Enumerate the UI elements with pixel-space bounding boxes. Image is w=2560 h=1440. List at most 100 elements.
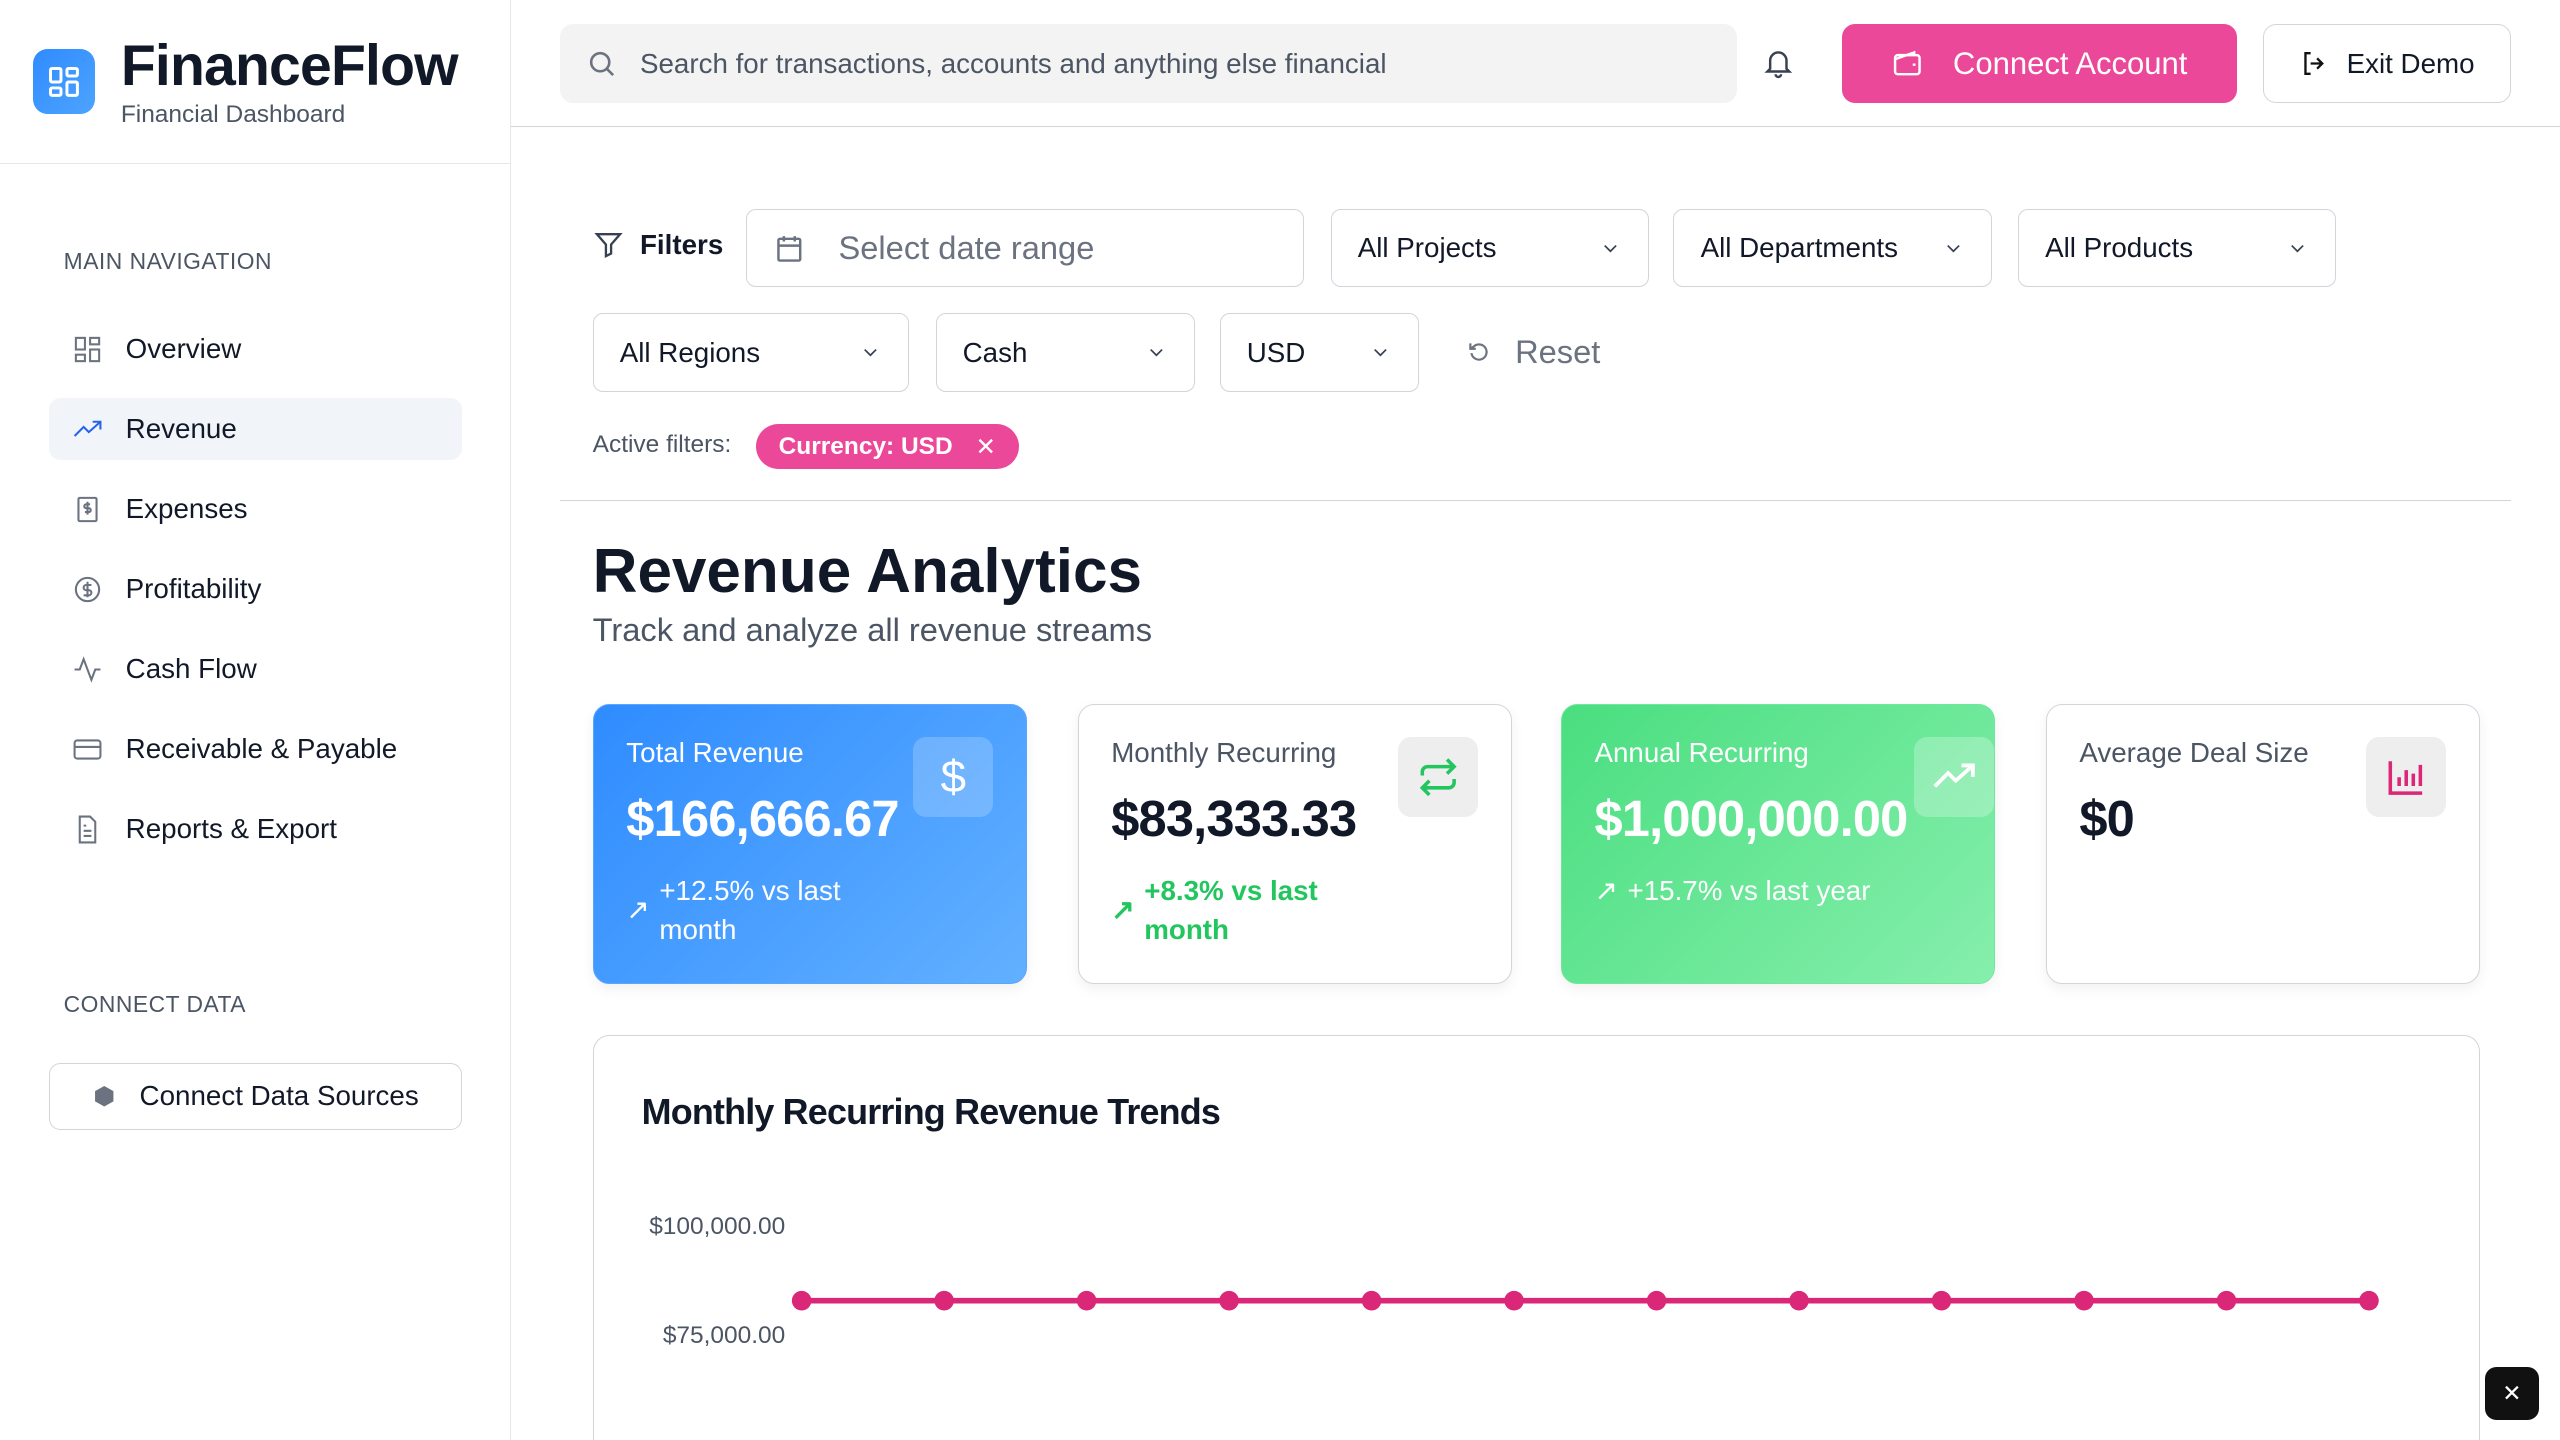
total-revenue-card: Total Revenue $166,666.67 ↗ +12.5% vs las… bbox=[592, 703, 1027, 985]
trending-up-icon bbox=[73, 420, 102, 437]
search-input[interactable]: Search for transactions, accounts and an… bbox=[559, 24, 1738, 103]
data-point[interactable] bbox=[1789, 1290, 1809, 1311]
bell-icon[interactable] bbox=[1762, 47, 1795, 87]
trending-up-icon bbox=[1914, 737, 1995, 818]
exit-demo-button[interactable]: Exit Demo bbox=[2262, 24, 2511, 103]
projects-select[interactable]: All Projects bbox=[1330, 208, 1649, 288]
currency-select[interactable]: USD bbox=[1219, 313, 1419, 392]
calendar-icon bbox=[777, 235, 802, 262]
data-point[interactable] bbox=[1504, 1290, 1524, 1311]
data-point[interactable] bbox=[1931, 1290, 1952, 1311]
card-change: +15.7% vs last year bbox=[1627, 874, 1871, 906]
active-filter-chip[interactable]: Currency: USD ✕ bbox=[755, 424, 1019, 469]
sidebar-item-profitability[interactable]: Profitability bbox=[49, 558, 462, 620]
chevron-down-icon bbox=[1150, 349, 1163, 357]
card-label: Monthly Recurring bbox=[1111, 737, 1337, 769]
card-change: +8.3% vs last month bbox=[1144, 874, 1318, 945]
credit-card-icon bbox=[73, 739, 102, 760]
data-point[interactable] bbox=[2359, 1290, 2379, 1311]
card-value: $166,666.67 bbox=[626, 789, 899, 847]
chevron-down-icon bbox=[1373, 349, 1387, 357]
card-value: $0 bbox=[2079, 789, 2135, 847]
products-select[interactable]: All Products bbox=[2017, 208, 2337, 288]
reset-button[interactable]: Reset bbox=[1466, 333, 1600, 371]
sidebar-item-receivable-payable[interactable]: Receivable & Payable bbox=[49, 718, 462, 780]
sidebar-item-reports-export[interactable]: Reports & Export bbox=[49, 798, 462, 860]
sidebar-item-label: Receivable & Payable bbox=[125, 733, 398, 765]
exit-demo-label: Exit Demo bbox=[2346, 47, 2475, 79]
basis-value: Cash bbox=[962, 336, 1028, 368]
data-point[interactable] bbox=[1219, 1290, 1239, 1311]
card-label: Total Revenue bbox=[626, 737, 804, 769]
activity-icon bbox=[74, 656, 101, 683]
connect-data-sources-button[interactable]: Connect Data Sources bbox=[48, 1062, 463, 1130]
sidebar-item-label: Reports & Export bbox=[125, 813, 337, 845]
repeat-icon bbox=[1398, 737, 1479, 818]
close-icon[interactable]: ✕ bbox=[975, 433, 997, 461]
search-icon bbox=[589, 52, 615, 77]
log-out-icon bbox=[2304, 52, 2325, 76]
dollar-icon: $ bbox=[913, 737, 994, 818]
page-title: Revenue Analytics bbox=[592, 536, 1142, 606]
trending-up-icon: ↗ bbox=[626, 894, 650, 926]
monthly-recurring-card: Monthly Recurring $83,333.33 ↗ +8.3% vs l… bbox=[1077, 703, 1512, 985]
main-nav-heading: MAIN NAVIGATION bbox=[63, 248, 272, 275]
chevron-down-icon bbox=[2291, 244, 2305, 253]
projects-value: All Projects bbox=[1357, 232, 1497, 264]
search-placeholder: Search for transactions, accounts and an… bbox=[639, 47, 1387, 79]
sidebar: FinanceFlow Financial Dashboard MAIN NAV… bbox=[0, 0, 512, 1440]
app-subtitle: Financial Dashboard bbox=[120, 101, 346, 129]
chevron-down-icon bbox=[864, 349, 878, 357]
connect-data-sources-label: Connect Data Sources bbox=[139, 1080, 419, 1112]
connect-account-button[interactable]: Connect Account bbox=[1841, 24, 2237, 103]
products-value: All Products bbox=[2045, 232, 2194, 264]
regions-select[interactable]: All Regions bbox=[592, 313, 910, 392]
sidebar-item-expenses[interactable]: Expenses bbox=[49, 478, 462, 540]
top-bar bbox=[511, 0, 2560, 128]
database-icon bbox=[95, 1086, 114, 1107]
departments-select[interactable]: All Departments bbox=[1673, 208, 1992, 288]
receipt-icon bbox=[77, 496, 98, 523]
regions-value: All Regions bbox=[619, 336, 761, 368]
chevron-down-icon bbox=[1946, 244, 1960, 253]
data-point[interactable] bbox=[791, 1290, 812, 1311]
date-range-picker[interactable]: Select date range bbox=[746, 208, 1305, 288]
accounting-basis-select[interactable]: Cash bbox=[935, 313, 1196, 392]
dollar-circle-icon bbox=[74, 576, 100, 603]
data-point[interactable] bbox=[1646, 1290, 1667, 1311]
mrr-chart-card bbox=[592, 1035, 2480, 1440]
card-label: Annual Recurring bbox=[1594, 737, 1809, 769]
sidebar-item-overview[interactable]: Overview bbox=[49, 318, 462, 380]
y-tick-label: $100,000.00 bbox=[649, 1213, 786, 1241]
data-point[interactable] bbox=[934, 1290, 954, 1311]
file-icon bbox=[78, 815, 97, 844]
card-label: Average Deal Size bbox=[2079, 737, 2309, 769]
close-button[interactable]: ✕ bbox=[2484, 1366, 2539, 1421]
sidebar-item-cash-flow[interactable]: Cash Flow bbox=[49, 638, 462, 700]
grid-icon bbox=[74, 336, 100, 363]
sidebar-item-label: Cash Flow bbox=[125, 653, 257, 685]
sidebar-item-label: Overview bbox=[125, 333, 242, 365]
filters-text: Filters bbox=[639, 228, 724, 260]
chart-title: Monthly Recurring Revenue Trends bbox=[641, 1090, 1221, 1132]
filter-icon bbox=[593, 233, 623, 259]
card-value: $83,333.33 bbox=[1111, 789, 1357, 847]
divider bbox=[559, 499, 2511, 501]
data-point[interactable] bbox=[1076, 1290, 1097, 1311]
wallet-icon bbox=[1893, 51, 1921, 76]
sidebar-item-label: Revenue bbox=[125, 413, 237, 445]
data-point[interactable] bbox=[1361, 1290, 1382, 1311]
trending-up-icon: ↗ bbox=[1111, 894, 1135, 926]
card-value: $1,000,000.00 bbox=[1594, 789, 1908, 847]
data-point[interactable] bbox=[2074, 1290, 2094, 1311]
connect-data-heading: CONNECT DATA bbox=[63, 991, 246, 1018]
reset-label: Reset bbox=[1515, 333, 1601, 371]
page-subtitle: Track and analyze all revenue streams bbox=[592, 610, 1153, 648]
date-range-placeholder: Select date range bbox=[838, 229, 1095, 267]
data-point[interactable] bbox=[2216, 1290, 2237, 1311]
sidebar-item-revenue[interactable]: Revenue bbox=[48, 398, 463, 461]
trending-up-icon: ↗ bbox=[1594, 874, 1618, 906]
departments-value: All Departments bbox=[1700, 232, 1898, 264]
card-change: +12.5% vs last month bbox=[659, 874, 841, 945]
